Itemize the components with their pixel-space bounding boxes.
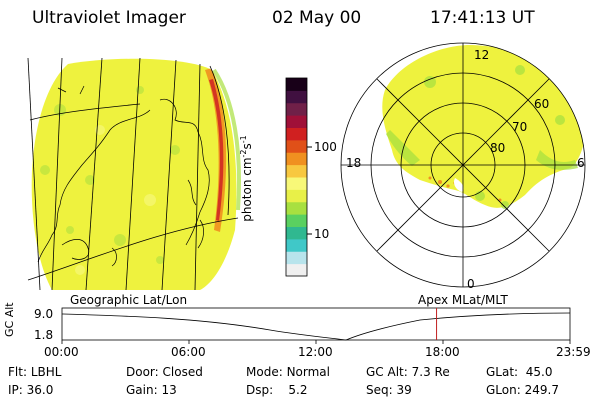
- colorbar-swatch: [286, 152, 307, 166]
- timeline-tick-label-3: 18:00: [425, 345, 460, 359]
- timeline-y-max: 9.0: [34, 307, 54, 321]
- mlat-label-80: 80: [490, 141, 506, 155]
- colorbar-swatch: [286, 226, 307, 240]
- colorbar-swatch: [286, 177, 307, 190]
- status-ip: IP: 36.0: [8, 383, 54, 397]
- diag-2: [376, 78, 550, 252]
- colorbar-swatches: [286, 78, 307, 277]
- timeline-y-axis-label: GC Alt: [3, 302, 16, 337]
- colorbar-swatch: [286, 263, 307, 277]
- mlt-label-12: 12: [474, 48, 490, 62]
- date-label: 02 May 00: [272, 8, 362, 28]
- status-flt: Flt: LBHL: [8, 365, 62, 379]
- coastlines: [37, 85, 210, 267]
- colorbar-swatch: [286, 139, 307, 153]
- earth-disk: [31, 58, 237, 291]
- status-gc-alt: GC Alt: 7.3 Re: [366, 365, 450, 379]
- mlt-label-18: 18: [346, 156, 362, 170]
- mlt-label-6: 6: [577, 156, 585, 170]
- instrument-title: Ultraviolet Imager: [32, 8, 186, 28]
- colorbar-swatch: [286, 90, 307, 104]
- altitude-curve: [61, 312, 571, 341]
- colorbar-swatch: [286, 127, 307, 141]
- colorbar-swatch: [286, 102, 307, 116]
- left-panel-caption: Geographic Lat/Lon: [70, 293, 188, 307]
- timeline-tick-label-4: 23:59: [556, 345, 591, 359]
- status-glat: GLat: 45.0: [486, 365, 553, 379]
- status-gain: Gain: 13: [126, 383, 177, 397]
- colorbar-swatch: [286, 201, 307, 215]
- timeline-tick-label-2: 12:00: [298, 345, 333, 359]
- colorbar-swatch: [286, 238, 307, 252]
- timeline-frame: [61, 307, 571, 341]
- status-mode: Mode: Normal: [246, 365, 330, 379]
- colorbar-swatch: [286, 214, 307, 227]
- right-panel-caption: Apex MLat/MLT: [418, 293, 508, 307]
- colorbar-swatch: [286, 78, 307, 91]
- colorbar-swatch: [286, 251, 307, 265]
- status-dsp: Dsp: 5.2: [246, 383, 308, 397]
- mlt-label-0: 0: [467, 277, 475, 291]
- timeline-ticks: [61, 340, 571, 344]
- polar-grid: [340, 42, 586, 288]
- colorbar-swatch: [286, 115, 307, 128]
- colorbar-tick-label-10: 10: [314, 227, 330, 241]
- mlat-label-70: 70: [512, 120, 528, 134]
- timeline-y-min: 1.8: [34, 328, 54, 342]
- time-label: 17:41:13 UT: [430, 8, 535, 28]
- colorbar-frame: [285, 77, 308, 277]
- status-seq: Seq: 39: [366, 383, 412, 397]
- mlat-label-60: 60: [534, 97, 550, 111]
- colorbar-swatch: [286, 189, 307, 203]
- status-glon: GLon: 249.7: [486, 383, 559, 397]
- timeline-tick-label-0: 00:00: [44, 345, 79, 359]
- colorbar-swatch: [286, 164, 307, 178]
- colorbar-tick-label-100: 100: [314, 140, 337, 154]
- timeline-tick-label-1: 06:00: [171, 345, 206, 359]
- status-door: Door: Closed: [126, 365, 203, 379]
